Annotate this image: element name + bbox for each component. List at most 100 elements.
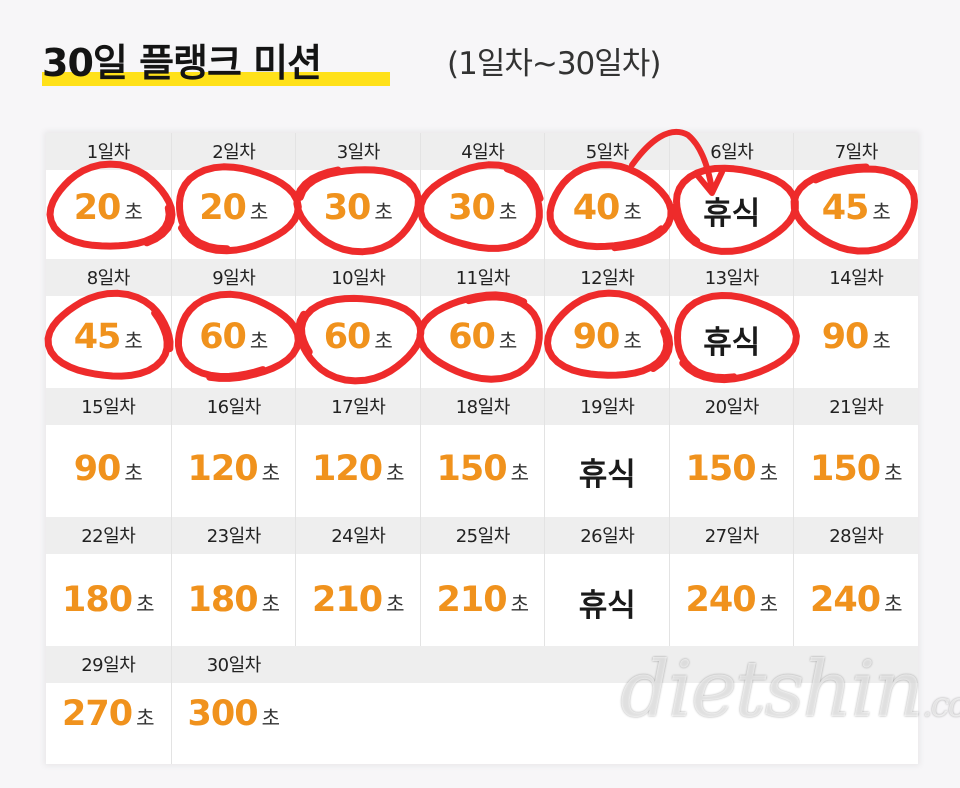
day-label: 12일차 bbox=[580, 268, 635, 289]
seconds-unit: 초 bbox=[386, 592, 405, 616]
duration-value: 45 초 bbox=[46, 317, 171, 357]
empty-cell bbox=[295, 646, 420, 764]
day-cell: 9일차 60 초 bbox=[170, 259, 297, 388]
seconds-number: 180 bbox=[62, 580, 133, 620]
day-label: 16일차 bbox=[206, 397, 262, 418]
seconds-number: 60 bbox=[199, 317, 247, 357]
day-label: 11일차 bbox=[455, 268, 511, 289]
seconds-number: 150 bbox=[810, 449, 881, 489]
duration-value: 60 초 bbox=[172, 317, 297, 357]
page-subtitle: (1일차~30일차) bbox=[447, 46, 661, 82]
seconds-unit: 초 bbox=[374, 329, 393, 353]
day-cell: 18일차 150 초 bbox=[419, 388, 546, 517]
week-header-band bbox=[46, 259, 918, 296]
day-cell: 23일차 180 초 bbox=[170, 517, 297, 646]
day-cell: 8일차 45 초 bbox=[46, 259, 171, 388]
day-cell: 12일차 90 초 bbox=[544, 259, 670, 388]
day-label: 18일차 bbox=[455, 397, 511, 418]
seconds-unit: 초 bbox=[249, 200, 269, 224]
seconds-number: 45 bbox=[821, 188, 870, 228]
seconds-number: 90 bbox=[572, 317, 621, 357]
rest-day-label: 휴식 bbox=[545, 449, 670, 494]
duration-value: 150 초 bbox=[421, 449, 546, 489]
seconds-unit: 초 bbox=[759, 592, 778, 616]
day-label: 17일차 bbox=[331, 397, 386, 418]
day-label: 2일차 bbox=[212, 142, 256, 163]
day-label: 4일차 bbox=[461, 142, 505, 163]
day-cell: 27일차 240 초 bbox=[668, 517, 795, 646]
duration-value: 90 초 bbox=[545, 317, 670, 357]
seconds-unit: 초 bbox=[261, 706, 280, 730]
duration-value: 60 초 bbox=[296, 317, 421, 357]
day-label: 13일차 bbox=[704, 268, 760, 289]
duration-value: 120 초 bbox=[296, 449, 421, 489]
seconds-unit: 초 bbox=[623, 200, 642, 224]
duration-value: 60 초 bbox=[421, 317, 546, 357]
day-cell: 30일차 300 초 bbox=[170, 646, 297, 764]
seconds-number: 30 bbox=[323, 188, 372, 228]
seconds-unit: 초 bbox=[374, 200, 393, 224]
seconds-number: 150 bbox=[685, 449, 757, 489]
day-cell: 14일차 90 초 bbox=[793, 259, 919, 388]
duration-value: 240 초 bbox=[794, 580, 919, 620]
seconds-unit: 초 bbox=[510, 461, 529, 485]
day-label: 25일차 bbox=[455, 526, 511, 547]
duration-value: 300 초 bbox=[172, 694, 297, 734]
week-row: 8일차 45 초 9일차 60 초 10일차 60 초 11일차 60 초 12일차 90 초 13일차 휴식 1… bbox=[46, 259, 918, 388]
seconds-number: 60 bbox=[323, 317, 372, 357]
seconds-number: 300 bbox=[187, 694, 259, 734]
duration-value: 20 초 bbox=[172, 188, 297, 228]
day-label: 20일차 bbox=[704, 397, 760, 418]
seconds-unit: 초 bbox=[623, 329, 642, 353]
week-header-band bbox=[46, 517, 918, 554]
seconds-number: 150 bbox=[436, 449, 508, 489]
rest-text: 휴식 bbox=[578, 588, 636, 624]
day-label: 24일차 bbox=[331, 526, 386, 547]
seconds-unit: 초 bbox=[136, 592, 155, 616]
duration-value: 180 초 bbox=[46, 580, 171, 620]
seconds-unit: 초 bbox=[261, 461, 280, 485]
day-label: 10일차 bbox=[331, 268, 386, 289]
day-cell: 21일차 150 초 bbox=[793, 388, 919, 517]
week-row: 22일차 180 초 23일차 180 초 24일차 210 초 25일차 210 초 26일차 휴식 27… bbox=[46, 517, 918, 646]
rest-day-label: 휴식 bbox=[545, 580, 670, 625]
seconds-unit: 초 bbox=[884, 592, 903, 616]
day-label: 3일차 bbox=[336, 142, 381, 163]
day-label: 23일차 bbox=[206, 526, 262, 547]
duration-value: 240 초 bbox=[670, 580, 795, 620]
seconds-number: 30 bbox=[448, 188, 496, 228]
seconds-number: 240 bbox=[810, 580, 881, 620]
rest-text: 휴식 bbox=[578, 457, 636, 493]
day-label: 27일차 bbox=[704, 526, 760, 547]
day-cell: 19일차 휴식 bbox=[544, 388, 670, 517]
title-highlight bbox=[42, 72, 390, 86]
day-cell: 3일차 30 초 bbox=[295, 133, 421, 259]
seconds-number: 270 bbox=[62, 694, 133, 734]
week-row: 29일차 270 초 30일차 300 초 bbox=[46, 646, 918, 764]
week-header-band bbox=[46, 646, 918, 683]
seconds-unit: 초 bbox=[759, 461, 778, 485]
day-label: 5일차 bbox=[585, 142, 630, 163]
day-cell: 15일차 90 초 bbox=[46, 388, 171, 517]
duration-value: 210 초 bbox=[296, 580, 421, 620]
day-cell: 4일차 30 초 bbox=[419, 133, 546, 259]
seconds-unit: 초 bbox=[884, 461, 903, 485]
day-cell: 1일차 20 초 bbox=[46, 133, 171, 259]
seconds-number: 90 bbox=[821, 317, 870, 357]
day-cell: 7일차 45 초 bbox=[793, 133, 919, 259]
duration-value: 90 초 bbox=[794, 317, 919, 357]
day-label: 6일차 bbox=[710, 142, 754, 163]
day-label: 14일차 bbox=[829, 268, 884, 289]
rest-day-label: 휴식 bbox=[670, 317, 795, 362]
day-label: 29일차 bbox=[81, 655, 136, 676]
seconds-number: 40 bbox=[572, 188, 621, 228]
day-label: 1일차 bbox=[86, 142, 131, 163]
seconds-unit: 초 bbox=[510, 592, 529, 616]
duration-value: 180 초 bbox=[172, 580, 297, 620]
duration-value: 150 초 bbox=[670, 449, 795, 489]
day-label: 26일차 bbox=[580, 526, 635, 547]
seconds-unit: 초 bbox=[872, 200, 891, 224]
rest-text: 휴식 bbox=[703, 325, 761, 361]
day-cell: 6일차 휴식 bbox=[668, 133, 795, 259]
seconds-number: 240 bbox=[685, 580, 757, 620]
